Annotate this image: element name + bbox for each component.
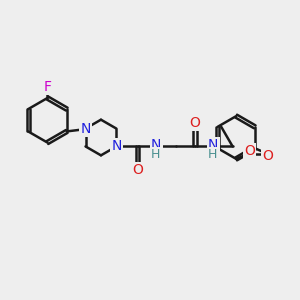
Text: O: O — [262, 148, 273, 163]
Text: N: N — [151, 138, 161, 152]
Text: N: N — [80, 122, 91, 136]
Text: N: N — [111, 140, 122, 153]
Text: O: O — [132, 163, 143, 177]
Text: H: H — [208, 148, 218, 161]
Text: F: F — [44, 80, 52, 94]
Text: O: O — [189, 116, 200, 130]
Text: H: H — [151, 148, 160, 161]
Text: O: O — [244, 145, 255, 158]
Text: N: N — [208, 138, 218, 152]
